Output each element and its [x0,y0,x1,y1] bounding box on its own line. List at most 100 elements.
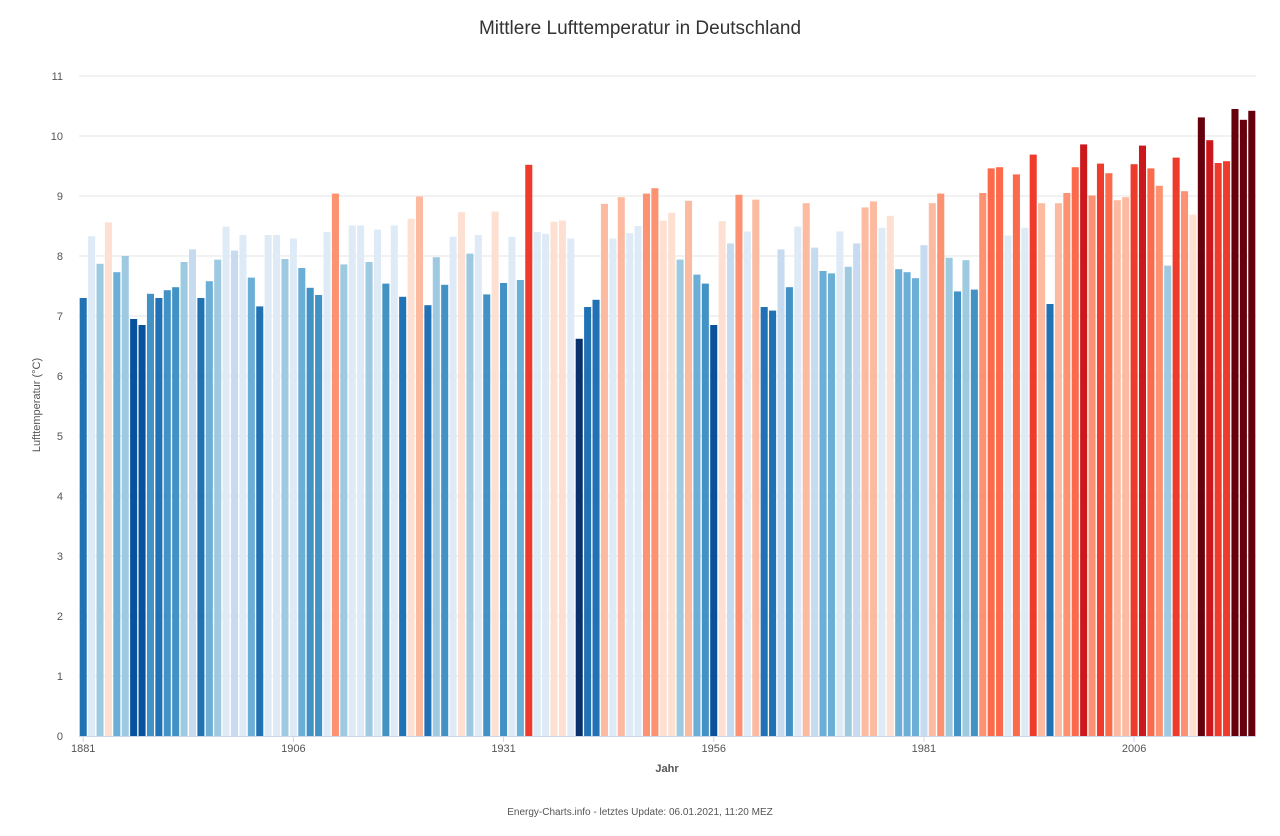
bar-1905[interactable] [281,259,289,736]
bar-1901[interactable] [247,277,255,736]
bar-1958[interactable] [727,243,735,736]
bar-2010[interactable] [1164,265,1172,736]
bar-1973[interactable] [853,243,861,736]
bar-2017[interactable] [1223,161,1231,736]
bar-1957[interactable] [718,221,726,736]
bar-1935[interactable] [533,232,541,736]
bar-1944[interactable] [609,238,617,736]
bar-1998[interactable] [1063,193,1071,736]
bar-1976[interactable] [878,227,886,737]
bar-1927[interactable] [466,253,474,736]
bar-1936[interactable] [542,233,550,737]
bar-1945[interactable] [617,197,625,736]
bar-1900[interactable] [239,235,247,736]
bar-1896[interactable] [205,281,213,736]
bar-1951[interactable] [668,212,676,737]
bar-1939[interactable] [567,238,575,736]
bar-1928[interactable] [474,235,482,736]
bar-1903[interactable] [264,235,272,736]
bar-1916[interactable] [373,229,381,736]
bar-2018[interactable] [1231,109,1239,736]
bar-1933[interactable] [516,280,524,736]
bar-1897[interactable] [214,259,222,736]
bar-1922[interactable] [424,305,432,736]
bar-1952[interactable] [676,259,684,736]
bar-2008[interactable] [1147,168,1155,736]
bar-2003[interactable] [1105,173,1113,736]
bar-1964[interactable] [777,249,785,736]
bar-1914[interactable] [357,225,365,736]
bar-1953[interactable] [684,200,693,737]
bar-1940[interactable] [575,338,583,736]
bar-1898[interactable] [222,226,230,736]
bar-1997[interactable] [1054,203,1062,736]
bar-1888[interactable] [138,325,146,736]
bar-1904[interactable] [273,235,281,736]
bar-1917[interactable] [382,283,390,736]
bar-1918[interactable] [390,225,398,736]
bar-1949[interactable] [651,188,659,736]
bar-1942[interactable] [592,299,600,736]
bar-1926[interactable] [457,212,466,736]
bar-2004[interactable] [1113,200,1121,736]
bar-1969[interactable] [819,271,827,736]
bar-1885[interactable] [113,272,121,736]
bar-1996[interactable] [1046,304,1054,736]
bar-1943[interactable] [600,203,608,737]
bar-1965[interactable] [785,287,793,736]
bar-1984[interactable] [945,257,953,736]
bar-1934[interactable] [525,164,533,737]
bar-1932[interactable] [508,236,516,737]
bar-1981[interactable] [920,245,928,736]
bar-1920[interactable] [407,218,415,737]
bar-1977[interactable] [886,215,894,737]
bar-1978[interactable] [895,269,903,736]
bar-1999[interactable] [1071,167,1079,736]
bar-2000[interactable] [1080,144,1088,736]
bar-2011[interactable] [1172,157,1180,737]
bar-1962[interactable] [760,307,768,736]
bar-1994[interactable] [1029,154,1037,737]
bar-1988[interactable] [979,193,987,736]
bar-1884[interactable] [104,222,112,736]
bar-1938[interactable] [558,220,566,737]
bar-1891[interactable] [163,290,171,736]
bar-1986[interactable] [962,260,970,736]
bar-1890[interactable] [155,298,163,736]
bar-1993[interactable] [1021,227,1029,737]
bar-1881[interactable] [79,298,87,736]
bar-1915[interactable] [365,262,373,736]
bar-1892[interactable] [172,287,180,736]
bar-1968[interactable] [811,247,819,736]
bar-1929[interactable] [483,294,491,736]
bar-2019[interactable] [1239,119,1247,737]
bar-1946[interactable] [626,233,634,736]
bar-1909[interactable] [315,295,323,736]
bar-1907[interactable] [298,268,306,736]
bar-1955[interactable] [701,283,709,736]
bar-2001[interactable] [1088,195,1096,736]
bar-1966[interactable] [794,226,802,736]
bar-1974[interactable] [861,207,869,736]
bar-1883[interactable] [96,263,104,736]
bar-2005[interactable] [1122,197,1130,736]
bar-1886[interactable] [121,256,129,736]
bar-2007[interactable] [1138,145,1147,737]
bar-1979[interactable] [903,272,911,736]
bar-1991[interactable] [1004,235,1012,736]
bar-1948[interactable] [642,193,651,737]
bar-1882[interactable] [88,236,96,736]
bar-2006[interactable] [1130,164,1138,736]
bar-1950[interactable] [659,220,667,737]
bar-1919[interactable] [399,296,407,736]
bar-2009[interactable] [1155,185,1163,737]
bar-1956[interactable] [710,325,718,736]
bar-2012[interactable] [1181,191,1189,736]
bar-1992[interactable] [1012,174,1020,736]
bar-1894[interactable] [188,249,197,736]
bar-1930[interactable] [491,211,499,737]
bar-1912[interactable] [340,264,348,736]
bar-1990[interactable] [996,167,1004,736]
bar-1989[interactable] [987,168,995,736]
bar-1982[interactable] [928,203,936,736]
